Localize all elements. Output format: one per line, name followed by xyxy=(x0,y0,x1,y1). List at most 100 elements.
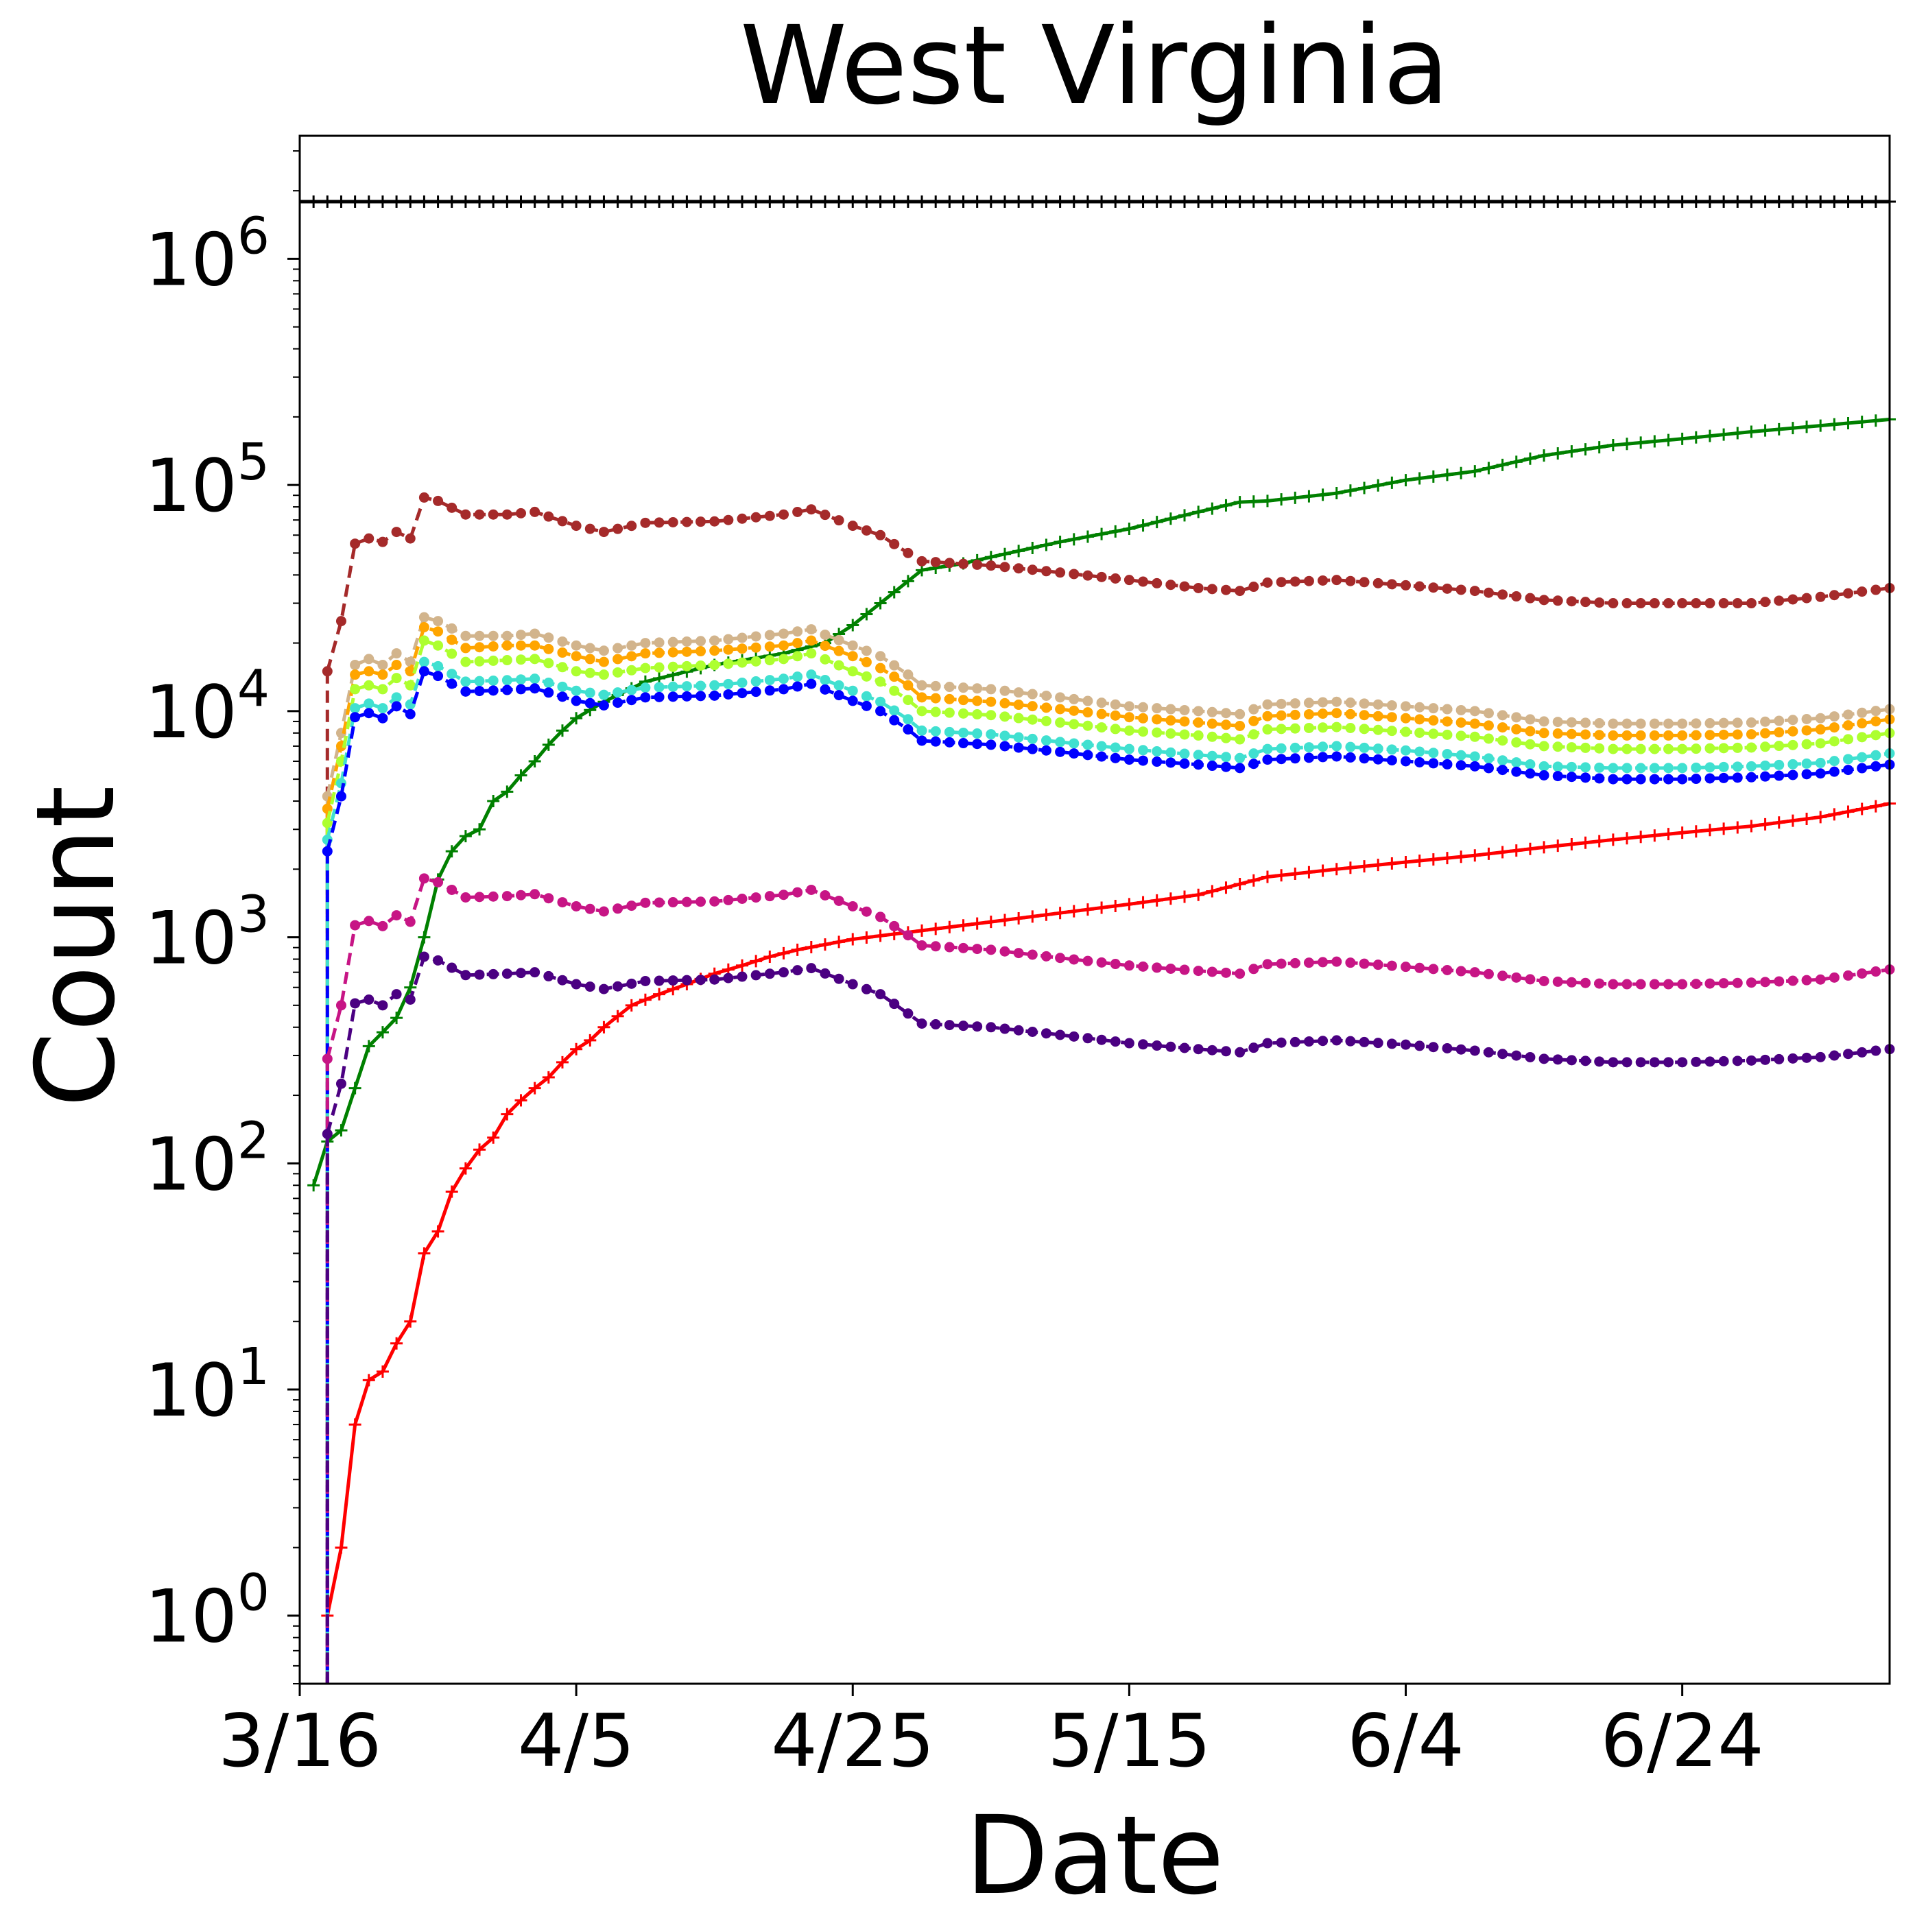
series-point xyxy=(1401,580,1412,591)
series-point xyxy=(1565,837,1578,850)
series-point xyxy=(833,973,844,984)
series-point xyxy=(1138,1039,1149,1050)
series-point xyxy=(543,643,554,654)
series-point xyxy=(1331,575,1342,586)
series-point xyxy=(944,726,955,737)
series-point xyxy=(916,556,927,567)
series-point xyxy=(516,674,527,685)
series-point xyxy=(984,195,997,208)
series-point xyxy=(1497,710,1508,721)
series-point xyxy=(1593,441,1606,454)
series-point xyxy=(1814,811,1827,824)
series-point xyxy=(1123,575,1134,586)
series-point xyxy=(571,666,582,677)
series-point xyxy=(806,635,817,646)
series-point xyxy=(875,663,886,673)
series-point xyxy=(1040,951,1051,962)
series-point xyxy=(1013,700,1024,711)
series-point xyxy=(1289,957,1300,968)
series-point xyxy=(1233,877,1246,890)
series-point xyxy=(1732,977,1743,988)
series-point xyxy=(1275,493,1288,506)
series-point xyxy=(820,654,831,665)
series-point xyxy=(542,738,555,751)
series-point xyxy=(445,195,458,208)
series-point xyxy=(1027,1026,1038,1037)
series-point xyxy=(1220,761,1231,772)
series-point xyxy=(1482,847,1495,860)
series-point xyxy=(1525,726,1536,737)
series-point xyxy=(1055,567,1066,578)
series-point xyxy=(447,669,457,680)
series-point xyxy=(1109,195,1122,208)
series-point xyxy=(847,901,858,911)
series-point xyxy=(1427,470,1440,483)
series-point xyxy=(1455,850,1468,863)
series-point xyxy=(1164,195,1177,208)
series-point xyxy=(1442,759,1453,770)
series-point xyxy=(1565,445,1578,458)
series-point xyxy=(1165,963,1176,974)
series-point xyxy=(972,695,983,706)
series-point xyxy=(889,715,900,726)
series-point xyxy=(792,965,803,976)
series-point xyxy=(1193,1044,1204,1055)
series-point xyxy=(1828,418,1841,431)
series-point xyxy=(1069,569,1080,580)
series-point xyxy=(597,195,610,208)
series-point xyxy=(806,963,817,974)
series-point xyxy=(1330,863,1343,876)
series-point xyxy=(820,641,831,652)
series-point xyxy=(1746,772,1757,783)
series-point xyxy=(1428,715,1439,726)
series-point xyxy=(459,195,472,208)
series-point xyxy=(307,1179,320,1192)
series-point xyxy=(1372,724,1383,735)
series-point xyxy=(999,562,1010,573)
series-point xyxy=(1220,1046,1231,1057)
series-point xyxy=(1482,462,1495,475)
series-point xyxy=(1552,976,1563,987)
series-point xyxy=(1414,756,1425,767)
series-point xyxy=(1621,743,1632,754)
series-point xyxy=(501,968,512,979)
series-point xyxy=(778,640,789,651)
series-point xyxy=(903,724,914,735)
series-point xyxy=(516,640,527,651)
series-point xyxy=(916,725,927,736)
series-point xyxy=(488,968,499,979)
series-point xyxy=(806,678,817,689)
series-point xyxy=(487,1131,500,1144)
series-point xyxy=(1523,842,1536,855)
series-point xyxy=(998,195,1011,208)
series-point xyxy=(390,195,403,208)
series-point xyxy=(501,640,512,651)
series-point xyxy=(350,998,361,1009)
series-point xyxy=(986,710,997,721)
series-point xyxy=(1469,967,1480,978)
series-point xyxy=(1109,899,1122,912)
series-point xyxy=(1040,745,1051,756)
series-point xyxy=(1482,195,1495,208)
series-point xyxy=(1511,972,1522,983)
series-point xyxy=(1662,433,1675,446)
series-point xyxy=(1413,472,1426,485)
series-point xyxy=(418,492,429,503)
series-point xyxy=(1787,759,1798,770)
series-point xyxy=(404,981,417,994)
series-point xyxy=(1497,722,1508,733)
series-point xyxy=(1054,195,1067,208)
series-point xyxy=(1857,1047,1868,1058)
series-point xyxy=(557,516,568,527)
series-point xyxy=(695,975,706,986)
series-point xyxy=(778,684,789,695)
series-point xyxy=(391,910,402,921)
series-point xyxy=(1801,713,1812,724)
series-point xyxy=(1870,761,1881,772)
series-point xyxy=(307,195,320,208)
series-point xyxy=(1829,756,1840,767)
series-point xyxy=(514,1094,527,1107)
series-point xyxy=(1372,754,1383,765)
series-point xyxy=(750,512,761,523)
series-point xyxy=(418,931,431,944)
